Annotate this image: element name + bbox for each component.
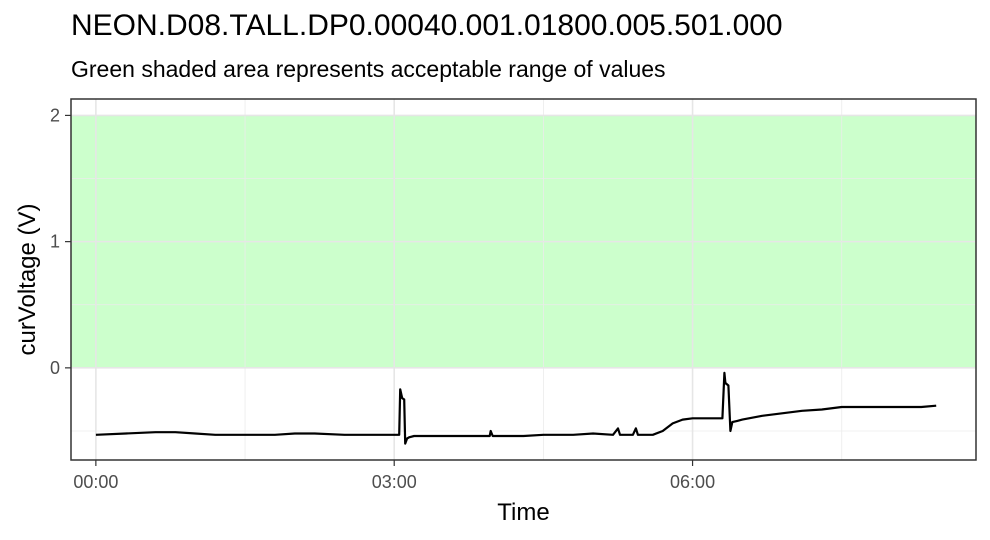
- plot-panel-border: [70, 98, 977, 461]
- x-tick-label: 06:00: [670, 472, 715, 492]
- chart-title: NEON.D08.TALL.DP0.00040.001.01800.005.50…: [71, 9, 783, 42]
- y-tick-label: 1: [50, 232, 60, 252]
- y-axis-title: curVoltage (V): [14, 203, 41, 355]
- y-tick-label: 2: [50, 105, 60, 125]
- y-tick-label: 0: [50, 358, 60, 378]
- x-tick-label: 03:00: [372, 472, 417, 492]
- x-axis-title: Time: [497, 499, 549, 526]
- voltage-series-line: [95, 371, 937, 445]
- chart-subtitle: Green shaded area represents acceptable …: [71, 56, 666, 82]
- x-tick-label: 00:00: [73, 472, 118, 492]
